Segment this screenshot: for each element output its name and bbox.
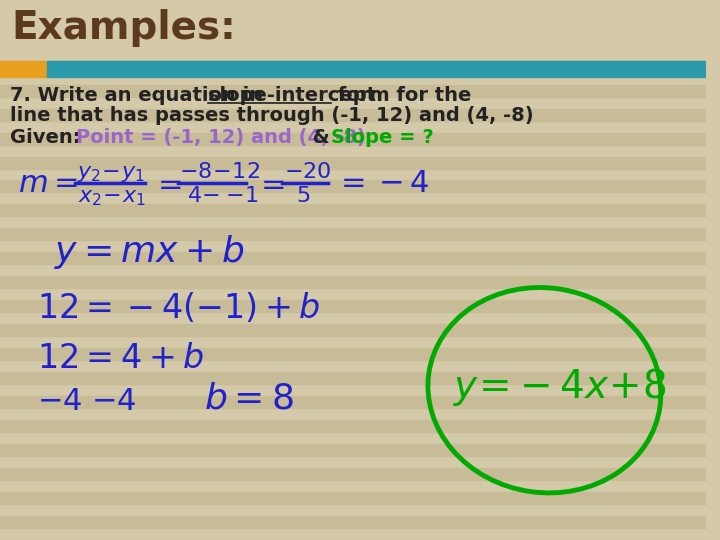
Text: $m=$: $m=$ (18, 170, 78, 199)
Text: $-4$: $-4$ (37, 387, 83, 416)
Text: Given:: Given: (10, 127, 94, 146)
Bar (0, 276, 706, 288)
Bar (0, 13, 706, 25)
Text: $=$: $=$ (255, 170, 285, 199)
Bar (0, 444, 706, 456)
Text: $= -4$: $= -4$ (336, 170, 430, 199)
Text: form for the: form for the (331, 86, 472, 105)
Bar (0, 205, 706, 217)
Bar (0, 109, 706, 120)
Bar (0, 228, 706, 240)
Text: Point = (-1, 12) and (4, -8): Point = (-1, 12) and (4, -8) (76, 127, 366, 146)
Bar (0, 396, 706, 408)
Text: $x_2\!-\!x_1$: $x_2\!-\!x_1$ (78, 188, 146, 208)
Text: slope-intercept: slope-intercept (207, 86, 376, 105)
Text: &: & (307, 127, 337, 146)
Text: 7. Write an equation in: 7. Write an equation in (10, 86, 270, 105)
Text: $-4$: $-4$ (91, 387, 137, 416)
Text: $=$: $=$ (152, 170, 182, 199)
Bar (0, 420, 706, 432)
Text: $5$: $5$ (296, 186, 310, 206)
Text: Slope = ?: Slope = ? (331, 127, 434, 146)
Text: $12 = 4 +b$: $12 = 4 +b$ (37, 342, 204, 375)
Bar (0, 60, 706, 73)
Text: Examples:: Examples: (12, 9, 236, 46)
Text: line that has passes through (-1, 12) and (4, -8): line that has passes through (-1, 12) an… (10, 106, 534, 125)
Bar (47, 60, 706, 77)
Bar (0, 468, 706, 480)
Bar (0, 1, 706, 59)
Bar (0, 516, 706, 528)
Bar (0, 372, 706, 384)
Bar (0, 157, 706, 168)
Bar (0, 252, 706, 265)
Text: $-8\!-\!12$: $-8\!-\!12$ (179, 163, 261, 183)
Bar (0, 300, 706, 312)
Bar (0, 60, 47, 77)
Bar (0, 180, 706, 192)
Text: $b=8$: $b=8$ (204, 381, 294, 415)
Text: $12 = -4(-1)+b$: $12 = -4(-1)+b$ (37, 291, 320, 325)
Bar (0, 85, 706, 97)
Text: $y = mx+b$: $y = mx+b$ (54, 233, 245, 272)
Bar (0, 132, 706, 145)
Bar (0, 492, 706, 504)
Bar (0, 325, 706, 336)
Text: $y\!=\!-4x\!+\!8$: $y\!=\!-4x\!+\!8$ (453, 366, 667, 408)
Bar (0, 348, 706, 360)
Text: $y_2\!-\!y_1$: $y_2\!-\!y_1$ (76, 165, 145, 185)
Bar (0, 37, 706, 49)
Text: $4\!-\!-\!1$: $4\!-\!-\!1$ (187, 186, 259, 206)
Text: $-20$: $-20$ (284, 163, 332, 183)
